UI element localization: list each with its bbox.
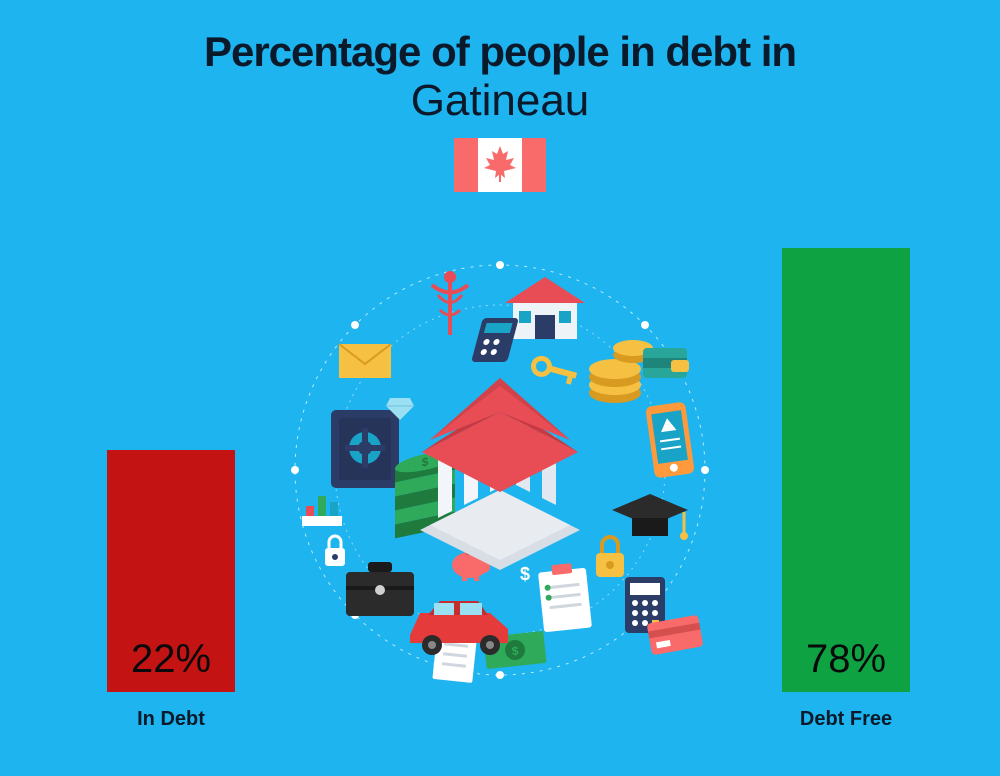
lock-icon <box>325 536 345 566</box>
envelope-icon <box>339 344 391 378</box>
key-icon <box>531 357 578 386</box>
clipboard-icon <box>537 562 592 633</box>
dollar-icon: $ <box>520 564 530 584</box>
calculator-icon <box>471 318 519 362</box>
wallet-icon <box>643 348 689 378</box>
svg-text:$: $ <box>422 454 429 469</box>
gradcap-icon <box>612 494 688 540</box>
bar-label-debt-free: Debt Free <box>800 708 892 731</box>
caduceus-icon <box>432 271 468 335</box>
bar-label-in-debt: In Debt <box>137 708 205 731</box>
bank-icon <box>420 378 580 570</box>
page-title: Percentage of people in debt in <box>0 0 1000 76</box>
canada-flag-icon <box>454 138 546 192</box>
bar-in-debt: 22% In Debt <box>107 450 235 731</box>
bar-value-in-debt: 22% <box>131 637 211 682</box>
bar-rect-debt-free: 78% <box>782 248 910 692</box>
barchart-icon <box>302 496 342 526</box>
house-icon <box>505 277 585 339</box>
bar-value-debt-free: 78% <box>806 637 886 682</box>
padlock-icon <box>596 537 624 577</box>
finance-illustration: % % $ $ <box>270 240 730 700</box>
phone-icon <box>645 402 695 479</box>
safe-icon <box>331 410 399 488</box>
page-subtitle: Gatineau <box>0 76 1000 126</box>
briefcase-icon <box>346 562 414 616</box>
bar-debt-free: 78% Debt Free <box>782 248 910 731</box>
bar-rect-in-debt: 22% <box>107 450 235 692</box>
